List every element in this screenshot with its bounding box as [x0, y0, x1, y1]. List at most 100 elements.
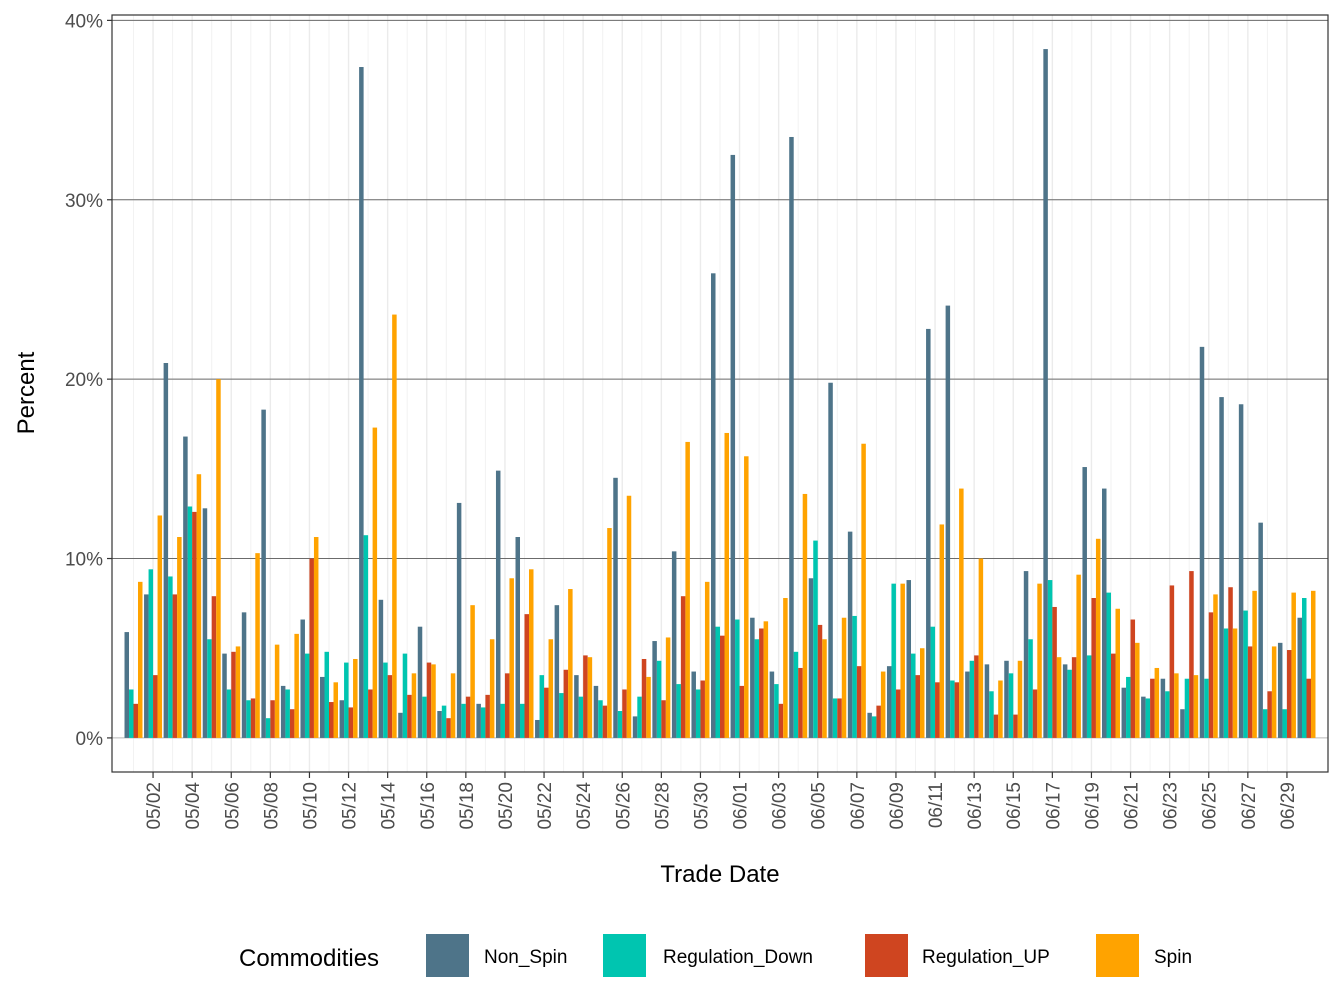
bar: [133, 703, 138, 738]
bar: [1291, 592, 1296, 738]
bar: [617, 711, 623, 738]
bar: [1130, 619, 1136, 738]
series-regulation-up: [133, 511, 1311, 738]
bar: [504, 673, 510, 738]
bar: [539, 675, 545, 738]
bar: [241, 612, 247, 738]
bar: [1047, 580, 1053, 738]
bar: [919, 648, 925, 738]
bar: [437, 711, 442, 738]
bar: [274, 644, 280, 738]
bar: [559, 693, 564, 738]
bar: [1121, 687, 1127, 738]
bar: [744, 456, 749, 738]
bar: [1262, 709, 1268, 738]
bar: [1223, 628, 1229, 738]
bar: [289, 709, 295, 738]
bar: [1141, 696, 1146, 738]
bar: [817, 624, 823, 738]
x-axis-title: Trade Date: [660, 861, 779, 888]
bar: [172, 594, 178, 738]
bar: [304, 653, 310, 738]
legend: Commodities Non_Spin Regulation_Down Regul…: [239, 934, 1192, 977]
legend-key: [603, 934, 646, 977]
bar: [798, 667, 803, 738]
x-tick-label: 06/13: [965, 782, 986, 830]
bar: [187, 506, 193, 738]
x-tick-label: 06/21: [1122, 782, 1143, 830]
bar: [969, 660, 975, 738]
x-tick-label: 06/05: [809, 782, 830, 830]
bar: [1135, 642, 1140, 738]
bar: [700, 680, 705, 738]
bar: [754, 639, 760, 738]
legend-item-non-spin: Non_Spin: [426, 934, 567, 977]
bar: [935, 682, 940, 738]
bar: [1232, 628, 1238, 738]
bar: [344, 662, 349, 738]
bar: [407, 694, 412, 738]
bar: [261, 409, 266, 738]
y-tick-label: 40%: [65, 11, 103, 32]
bar: [856, 666, 862, 738]
series-spin: [138, 314, 1316, 738]
bar: [402, 653, 408, 738]
bar: [333, 682, 338, 738]
bar: [359, 67, 364, 738]
bar: [720, 635, 725, 738]
legend-item-regulation-down: Regulation_Down: [603, 934, 813, 977]
y-tick-label: 30%: [65, 191, 103, 212]
bar: [652, 641, 657, 738]
bar: [1213, 594, 1218, 738]
x-tick-label: 06/03: [770, 782, 791, 830]
panel-border: [111, 14, 1329, 773]
bar: [837, 698, 842, 738]
bar: [1267, 691, 1272, 738]
bar: [583, 655, 588, 738]
bar: [363, 535, 369, 738]
bar: [563, 669, 569, 738]
bar: [763, 621, 769, 738]
bar: [1111, 653, 1116, 738]
bar: [680, 596, 686, 738]
bar: [1160, 678, 1166, 738]
bar: [1145, 698, 1151, 738]
bar: [906, 580, 912, 738]
x-tick-label: 06/29: [1278, 782, 1299, 830]
bar: [950, 680, 955, 738]
bar: [607, 528, 612, 738]
bar: [368, 689, 373, 738]
bar: [1062, 664, 1068, 738]
bar: [250, 698, 256, 738]
bar: [1115, 608, 1120, 738]
bar: [1067, 669, 1072, 738]
bar: [602, 705, 608, 738]
bar: [622, 689, 627, 738]
bar: [446, 718, 451, 738]
series-regulation-down: [129, 506, 1307, 738]
bar: [715, 626, 720, 738]
bar: [207, 639, 212, 738]
bar: [216, 379, 221, 738]
bar: [656, 660, 662, 738]
bar: [939, 524, 945, 738]
bar: [691, 671, 696, 738]
y-axis: 0% 10% 20% 30% 40%: [65, 11, 112, 750]
x-tick-label: 06/07: [848, 782, 869, 830]
bar: [1091, 598, 1096, 738]
legend-label: Non_Spin: [484, 947, 567, 968]
bar: [1086, 655, 1092, 738]
y-tick-label: 20%: [65, 370, 103, 391]
bar: [1219, 397, 1224, 738]
bar: [1150, 678, 1155, 738]
bar: [1106, 592, 1111, 738]
bar: [1126, 676, 1131, 738]
bar: [1004, 660, 1009, 738]
bar: [417, 626, 423, 738]
x-tick-label: 05/12: [340, 782, 361, 830]
bar: [153, 675, 158, 738]
bar: [847, 531, 853, 738]
bar: [774, 684, 779, 738]
bar: [1243, 610, 1248, 738]
